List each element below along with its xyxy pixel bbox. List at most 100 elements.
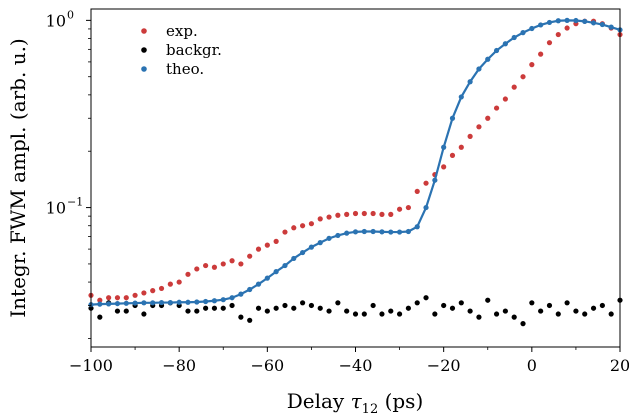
data-point bbox=[123, 308, 129, 314]
data-point bbox=[97, 297, 103, 303]
data-point bbox=[141, 311, 147, 317]
data-point bbox=[106, 295, 112, 301]
data-point bbox=[538, 22, 544, 28]
data-point bbox=[379, 229, 385, 235]
data-point bbox=[529, 25, 535, 32]
data-point bbox=[370, 210, 376, 217]
legend-marker bbox=[141, 47, 147, 53]
data-point bbox=[300, 249, 306, 256]
data-point bbox=[441, 144, 447, 150]
data-point bbox=[238, 314, 244, 320]
data-point bbox=[590, 20, 597, 26]
data-point bbox=[379, 211, 385, 217]
data-point bbox=[317, 240, 323, 246]
data-point bbox=[546, 302, 553, 309]
x-axis: −100 −80 −60 −40 −20 0 20 bbox=[69, 347, 629, 375]
data-point bbox=[432, 177, 438, 183]
data-point bbox=[405, 305, 411, 311]
data-point bbox=[335, 300, 341, 306]
data-point bbox=[485, 115, 491, 121]
data-point bbox=[485, 297, 491, 303]
data-point bbox=[502, 41, 508, 47]
data-point bbox=[538, 51, 544, 57]
series-theo bbox=[88, 17, 623, 308]
data-point bbox=[582, 18, 588, 24]
data-point bbox=[255, 246, 262, 252]
data-point bbox=[255, 305, 262, 311]
data-point bbox=[599, 302, 605, 309]
data-point bbox=[203, 305, 209, 311]
data-point bbox=[493, 47, 500, 54]
data-point bbox=[335, 232, 341, 239]
data-point bbox=[502, 96, 508, 102]
x-tick-label: −80 bbox=[162, 356, 196, 375]
data-point bbox=[467, 308, 473, 314]
data-point bbox=[300, 223, 306, 229]
series-exp bbox=[88, 18, 623, 303]
data-point bbox=[538, 308, 544, 314]
data-point bbox=[511, 34, 517, 41]
y-axis-label: Integr. FWM ampl. (arb. u.) bbox=[6, 38, 30, 317]
data-point bbox=[441, 302, 447, 309]
data-point bbox=[185, 308, 191, 314]
data-point bbox=[352, 311, 359, 317]
x-tick-label: 0 bbox=[527, 356, 537, 375]
data-point bbox=[308, 221, 315, 227]
data-point bbox=[220, 261, 226, 267]
data-point bbox=[132, 292, 138, 298]
x-tick-label: −60 bbox=[250, 356, 284, 375]
data-point bbox=[291, 305, 297, 311]
data-point bbox=[123, 295, 129, 301]
data-point bbox=[396, 206, 403, 212]
data-point bbox=[458, 94, 464, 100]
data-point bbox=[529, 300, 535, 306]
data-point bbox=[546, 40, 553, 46]
data-point bbox=[396, 229, 403, 235]
data-point bbox=[211, 298, 218, 304]
data-point bbox=[114, 300, 121, 307]
data-point bbox=[106, 301, 112, 307]
data-point bbox=[203, 298, 209, 305]
data-point bbox=[114, 295, 121, 301]
data-point bbox=[158, 285, 165, 292]
x-tick-label: −100 bbox=[69, 356, 113, 375]
data-point bbox=[141, 290, 147, 296]
legend-marker bbox=[141, 28, 147, 34]
data-point bbox=[335, 212, 341, 218]
data-point bbox=[520, 74, 526, 80]
data-point bbox=[573, 308, 579, 314]
data-point bbox=[405, 228, 411, 235]
data-point bbox=[326, 308, 332, 314]
data-point bbox=[247, 286, 253, 293]
data-point bbox=[423, 180, 429, 186]
data-point bbox=[476, 124, 482, 130]
data-point bbox=[326, 235, 332, 241]
data-point bbox=[432, 311, 438, 317]
data-point bbox=[264, 275, 270, 281]
data-point bbox=[361, 210, 367, 217]
data-point bbox=[555, 18, 561, 24]
data-point bbox=[423, 204, 429, 211]
data-point bbox=[229, 258, 235, 264]
x-axis-label: Delay τ12 (ps) bbox=[287, 389, 424, 415]
data-point bbox=[291, 225, 297, 231]
data-point bbox=[511, 314, 517, 320]
data-point bbox=[300, 300, 306, 306]
data-point bbox=[282, 229, 288, 235]
data-point bbox=[97, 314, 103, 320]
data-point bbox=[211, 264, 218, 270]
y-tick-exponent: −1 bbox=[67, 196, 83, 209]
y-tick-label: 10 bbox=[46, 199, 66, 218]
data-point bbox=[388, 229, 394, 235]
legend-label: backgr. bbox=[166, 41, 222, 59]
data-point bbox=[247, 317, 253, 323]
data-point bbox=[493, 311, 500, 317]
data-point bbox=[564, 25, 570, 31]
data-point bbox=[317, 216, 323, 222]
data-point bbox=[150, 288, 156, 294]
data-point bbox=[476, 66, 482, 72]
data-point bbox=[123, 300, 129, 306]
data-point bbox=[264, 308, 270, 314]
data-point bbox=[458, 300, 464, 306]
